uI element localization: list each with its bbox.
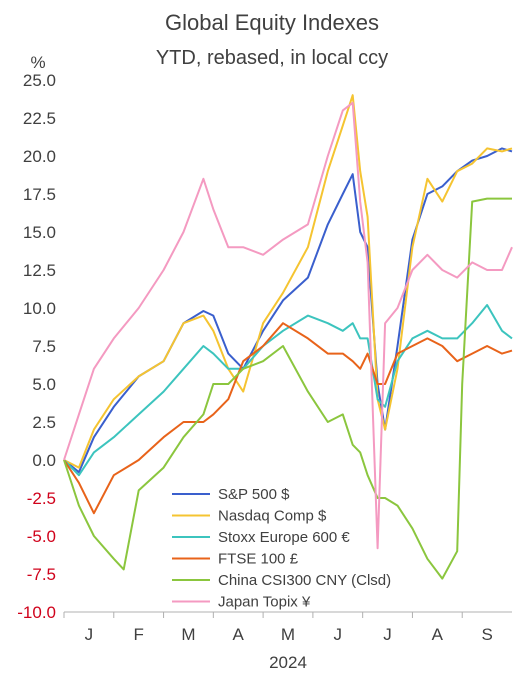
y-tick-label: 22.5	[23, 109, 56, 128]
y-tick-label: -10.0	[17, 603, 56, 622]
x-tick-label: J	[383, 625, 392, 644]
series-line-5	[63, 101, 513, 550]
y-tick-label: 20.0	[23, 147, 56, 166]
x-tick-label: M	[281, 625, 295, 644]
legend-label: China CSI300 CNY (Clsd)	[218, 572, 391, 589]
series-line-2	[63, 304, 513, 477]
x-axis-year-label: 2024	[269, 653, 307, 672]
chart-subtitle: YTD, rebased, in local ccy	[156, 47, 388, 69]
y-tick-label: -5.0	[27, 527, 56, 546]
legend-label: Nasdaq Comp $	[218, 508, 327, 525]
y-tick-label: 5.0	[32, 375, 56, 394]
y-tick-label: -2.5	[27, 489, 56, 508]
chart-title: Global Equity Indexes	[165, 10, 379, 35]
legend-label: FTSE 100 £	[218, 551, 299, 568]
x-tick-label: F	[133, 625, 143, 644]
x-tick-label: J	[334, 625, 343, 644]
x-tick-label: J	[85, 625, 94, 644]
series-line-1	[63, 94, 513, 469]
x-tick-label: S	[481, 625, 492, 644]
y-axis-unit-label: %	[30, 53, 45, 72]
y-tick-label: 0.0	[32, 451, 56, 470]
y-tick-label: 12.5	[23, 261, 56, 280]
legend-label: Stoxx Europe 600 €	[218, 529, 350, 546]
legend: S&P 500 $ Nasdaq Comp $ Stoxx Europe 600 €…	[172, 486, 391, 611]
y-tick-label: 2.5	[32, 413, 56, 432]
y-tick-label: 10.0	[23, 299, 56, 318]
series-line-3	[63, 322, 513, 515]
y-tick-label: -7.5	[27, 565, 56, 584]
y-tick-label: 25.0	[23, 71, 56, 90]
y-tick-label: 17.5	[23, 185, 56, 204]
legend-label: Japan Topix ¥	[218, 594, 311, 611]
plot-area	[63, 94, 513, 580]
x-tick-label: A	[432, 625, 444, 644]
y-tick-label: 7.5	[32, 337, 56, 356]
x-tick-label: A	[233, 625, 245, 644]
x-tick-label: M	[181, 625, 195, 644]
y-axis: 25.0 22.5 20.0 17.5 15.0 12.5 10.0 7.5 5.0 2.5 0.0…	[17, 71, 56, 622]
legend-label: S&P 500 $	[218, 486, 290, 503]
y-tick-label: 15.0	[23, 223, 56, 242]
series-line-4	[63, 197, 512, 580]
